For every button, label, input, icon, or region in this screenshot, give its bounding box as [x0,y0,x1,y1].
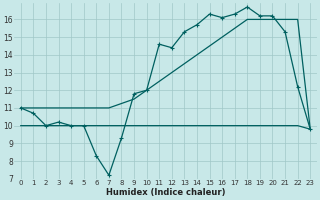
X-axis label: Humidex (Indice chaleur): Humidex (Indice chaleur) [106,188,225,197]
